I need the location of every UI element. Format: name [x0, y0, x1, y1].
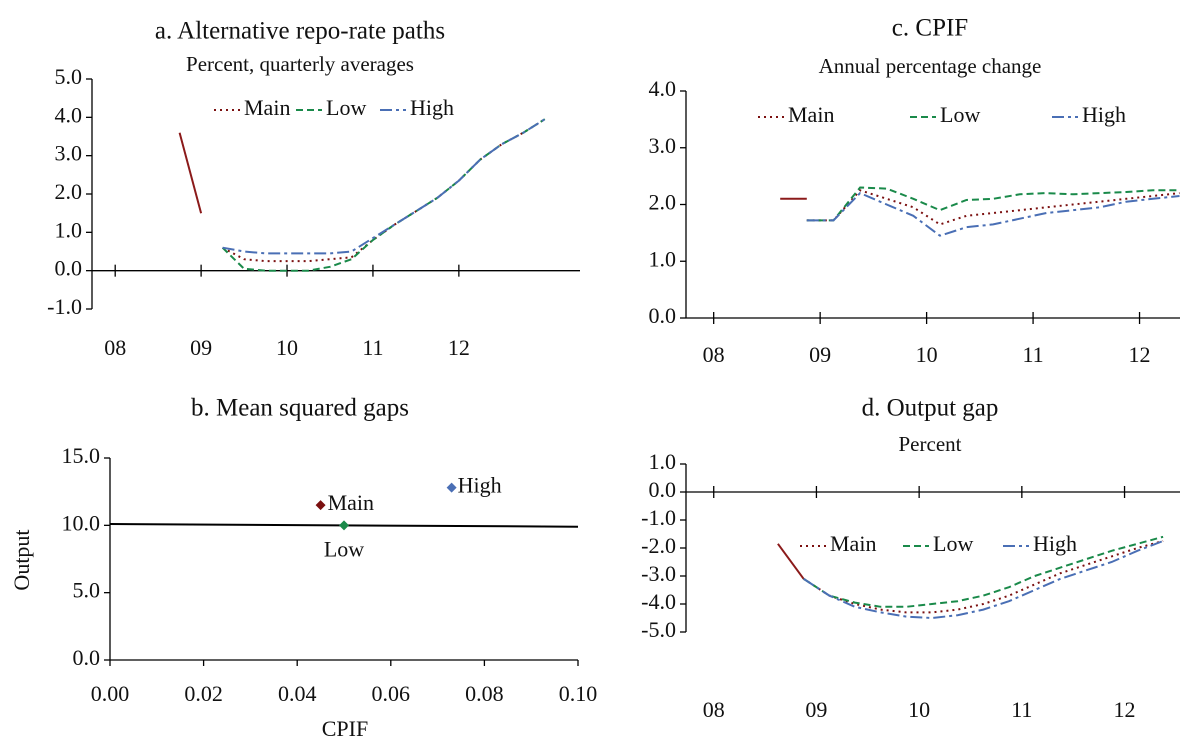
y-tick-label: 0.0 — [73, 645, 101, 670]
legend-label: Main — [830, 531, 876, 556]
chart-title: a. Alternative repo-rate paths — [155, 18, 445, 45]
series-line — [777, 543, 805, 580]
x-tick-label: 10 — [908, 697, 930, 722]
chart-subtitle: Annual percentage change — [819, 54, 1042, 78]
series-line — [803, 535, 1164, 608]
x-tick-label: 11 — [362, 335, 383, 360]
point — [446, 482, 457, 493]
legend-label: High — [410, 95, 454, 120]
x-tick-label: 0.08 — [465, 681, 504, 706]
y-tick-label: 2.0 — [55, 179, 83, 204]
y-tick-label: 1.0 — [649, 449, 677, 474]
legend-label: Main — [244, 95, 290, 120]
x-tick-label: 0.06 — [372, 681, 411, 706]
y-tick-label: -2.0 — [641, 533, 676, 558]
x-tick-label: 0.02 — [184, 681, 223, 706]
y-tick-label: 3.0 — [649, 133, 677, 158]
x-tick-label: 0.10 — [559, 681, 598, 706]
series-line — [222, 118, 546, 263]
point-label: Main — [328, 490, 374, 515]
series-line — [221, 118, 546, 272]
y-tick-label: 3.0 — [55, 141, 83, 166]
x-tick-label: 11 — [1011, 697, 1032, 722]
x-axis-title: CPIF — [322, 716, 368, 741]
series-line — [178, 132, 203, 214]
chart-subtitle: Percent, quarterly averages — [186, 52, 414, 76]
y-tick-label: 2.0 — [649, 190, 677, 215]
y-tick-label: 5.0 — [55, 64, 83, 89]
y-tick-label: -1.0 — [47, 294, 82, 319]
x-tick-label: 08 — [703, 342, 725, 367]
point — [315, 500, 326, 511]
y-tick-label: 4.0 — [55, 102, 83, 127]
series-line — [803, 540, 1164, 620]
chart-title: c. CPIF — [892, 15, 968, 42]
chart-title: b. Mean squared gaps — [191, 395, 409, 422]
x-tick-label: 09 — [190, 335, 212, 360]
y-tick-label: -3.0 — [641, 561, 676, 586]
y-tick-label: 1.0 — [55, 217, 83, 242]
x-tick-label: 0.04 — [278, 681, 317, 706]
point — [339, 520, 349, 531]
y-tick-label: 15.0 — [62, 443, 101, 468]
series-line — [806, 189, 1180, 226]
legend-label: Main — [788, 102, 834, 127]
chart-subtitle: Percent — [899, 432, 962, 456]
y-tick-label: -4.0 — [641, 589, 676, 614]
x-tick-label: 12 — [1129, 342, 1151, 367]
y-tick-label: 4.0 — [649, 76, 677, 101]
legend-label: High — [1082, 102, 1126, 127]
point-label: High — [458, 473, 502, 498]
x-tick-label: 09 — [805, 697, 827, 722]
y-tick-label: 1.0 — [649, 246, 677, 271]
series-line — [806, 186, 1180, 222]
y-tick-label: 0.0 — [649, 303, 677, 328]
point-label: Low — [324, 536, 364, 561]
series-line — [222, 118, 546, 255]
x-tick-label: 09 — [809, 342, 831, 367]
x-tick-label: 08 — [703, 697, 725, 722]
x-tick-label: 10 — [916, 342, 938, 367]
legend-label: Low — [933, 531, 973, 556]
x-tick-label: 12 — [1114, 697, 1136, 722]
y-tick-label: -1.0 — [641, 505, 676, 530]
x-tick-label: 0.00 — [91, 681, 130, 706]
y-tick-label: 10.0 — [62, 510, 101, 535]
x-tick-label: 08 — [104, 335, 126, 360]
y-tick-label: 0.0 — [649, 477, 677, 502]
x-tick-label: 11 — [1022, 342, 1043, 367]
y-axis-title: Output — [9, 529, 34, 590]
x-tick-label: 12 — [448, 335, 470, 360]
legend-label: Low — [326, 95, 366, 120]
x-tick-label: 10 — [276, 335, 298, 360]
chart-title: d. Output gap — [862, 395, 999, 422]
y-tick-label: -5.0 — [641, 617, 676, 642]
y-tick-label: 0.0 — [55, 256, 83, 281]
legend-label: High — [1033, 531, 1077, 556]
series-line — [806, 191, 1180, 237]
legend-label: Low — [940, 102, 980, 127]
series-line — [803, 540, 1164, 614]
y-tick-label: 5.0 — [73, 578, 101, 603]
